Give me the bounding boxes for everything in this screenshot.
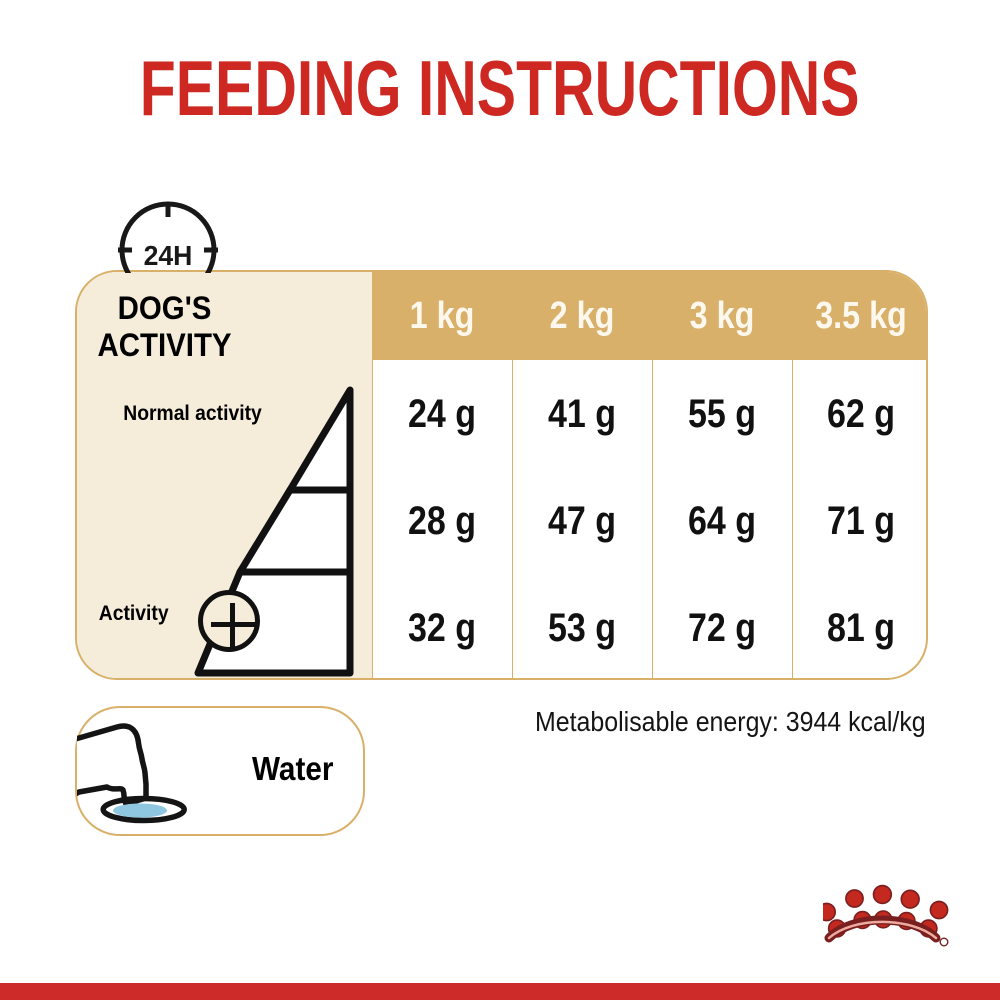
- svg-text:24H: 24H: [144, 239, 193, 271]
